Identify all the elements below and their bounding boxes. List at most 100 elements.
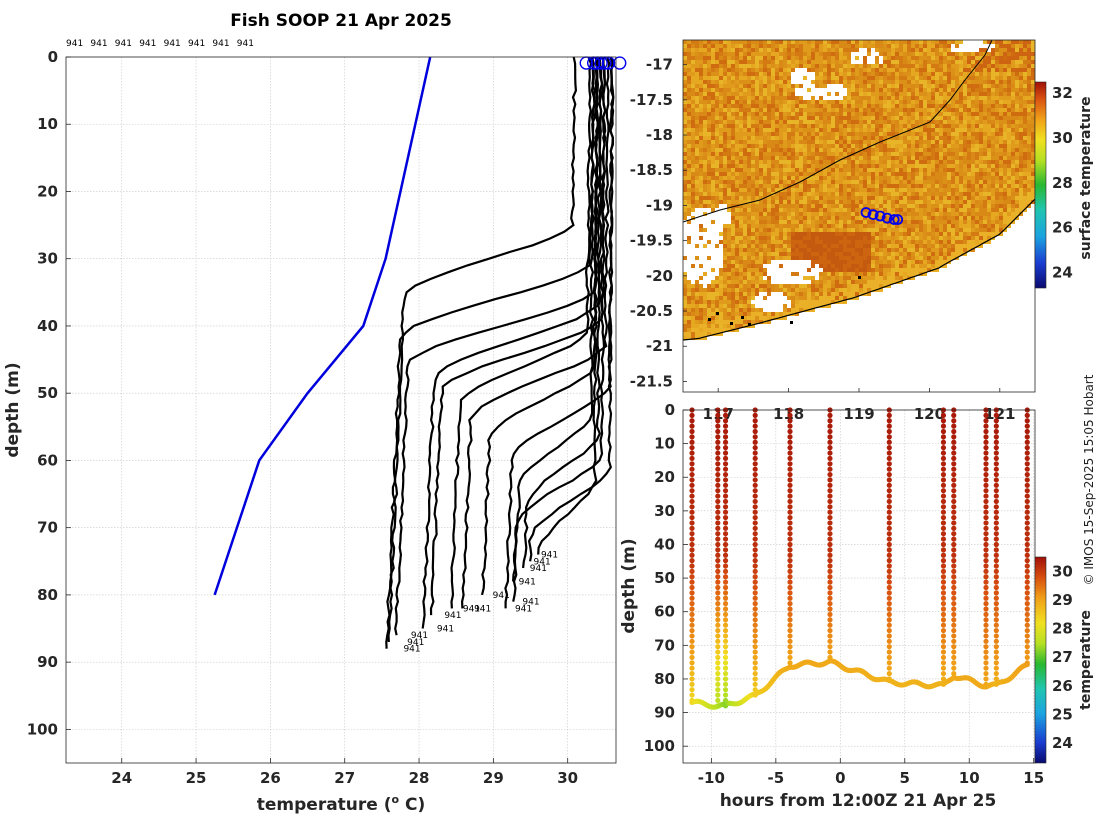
- sst-cell: [787, 152, 791, 156]
- sst-cell: [779, 172, 783, 176]
- sst-cell: [719, 332, 723, 336]
- sst-cell: [751, 92, 755, 96]
- sst-cell: [863, 248, 867, 252]
- sst-cell: [899, 108, 903, 112]
- sst-cell: [763, 96, 767, 100]
- sst-cell: [699, 296, 703, 300]
- sst-cell: [859, 180, 863, 184]
- sst-cell: [835, 168, 839, 172]
- sst-cell: [915, 68, 919, 72]
- sst-cell: [863, 252, 867, 256]
- sst-cell: [887, 48, 891, 52]
- sst-cell: [815, 108, 819, 112]
- sst-cell: [839, 72, 843, 76]
- sst-cell: [911, 84, 915, 88]
- sst-cell: [819, 180, 823, 184]
- sst-cell: [839, 196, 843, 200]
- sst-cell: [763, 164, 767, 168]
- sst-cell: [691, 296, 695, 300]
- sst-cell: [799, 240, 803, 244]
- sst-cell: [943, 228, 947, 232]
- sst-cell: [879, 260, 883, 264]
- sst-cell: [851, 40, 855, 44]
- sst-cell: [683, 200, 687, 204]
- sst-cell: [867, 228, 871, 232]
- sst-cell: [963, 104, 967, 108]
- sst-cell: [739, 208, 743, 212]
- sst-cell: [895, 196, 899, 200]
- sst-cell: [931, 188, 935, 192]
- sst-cell: [895, 108, 899, 112]
- sst-cell: [839, 152, 843, 156]
- sst-cell: [991, 72, 995, 76]
- sst-cell: [783, 164, 787, 168]
- sst-cell: [879, 148, 883, 152]
- sst-cell: [927, 192, 931, 196]
- sst-cell: [923, 176, 927, 180]
- sst-cell: [719, 52, 723, 56]
- sst-cell: [867, 72, 871, 76]
- sst-cell: [959, 232, 963, 236]
- profile-end-label: 941: [515, 604, 532, 614]
- sst-cell: [791, 116, 795, 120]
- sst-cell: [855, 192, 859, 196]
- sst-cell: [891, 80, 895, 84]
- sst-cell: [719, 188, 723, 192]
- sst-cell: [811, 200, 815, 204]
- sst-cell: [847, 236, 851, 240]
- sst-cell: [895, 132, 899, 136]
- sst-cell: [783, 196, 787, 200]
- sst-cell: [731, 108, 735, 112]
- sst-cell: [811, 216, 815, 220]
- sst-cell: [691, 44, 695, 48]
- sst-cell: [731, 300, 735, 304]
- sst-cell: [783, 184, 787, 188]
- profile-end-label: 941: [519, 577, 536, 587]
- sst-cell: [803, 208, 807, 212]
- sst-cell: [727, 124, 731, 128]
- sst-cell: [991, 112, 995, 116]
- sst-cell: [879, 204, 883, 208]
- sst-cell: [727, 156, 731, 160]
- sst-cell: [903, 88, 907, 92]
- sst-cell: [855, 168, 859, 172]
- sst-cell: [723, 316, 727, 320]
- sst-cell: [979, 168, 983, 172]
- sst-cell: [811, 276, 815, 280]
- sst-cell: [699, 44, 703, 48]
- sst-cell: [995, 152, 999, 156]
- sst-cell: [919, 120, 923, 124]
- sst-cell: [715, 108, 719, 112]
- sst-cell: [823, 300, 827, 304]
- sst-cell: [779, 44, 783, 48]
- sst-cell: [743, 228, 747, 232]
- sst-cell: [803, 252, 807, 256]
- sst-cell: [763, 204, 767, 208]
- sst-cell: [835, 284, 839, 288]
- sst-cell: [943, 52, 947, 56]
- sst-cell: [819, 252, 823, 256]
- sst-cell: [811, 172, 815, 176]
- sst-cell: [1003, 40, 1007, 44]
- sst-cell: [911, 168, 915, 172]
- sst-cell: [799, 44, 803, 48]
- sst-cell: [763, 108, 767, 112]
- sst-cell: [835, 148, 839, 152]
- sst-cell: [867, 260, 871, 264]
- sst-cell: [843, 220, 847, 224]
- sst-cell: [795, 112, 799, 116]
- sst-cell: [827, 120, 831, 124]
- sst-cell: [819, 204, 823, 208]
- sst-cell: [879, 276, 883, 280]
- sst-cell: [835, 288, 839, 292]
- sst-cell: [739, 260, 743, 264]
- sst-cell: [899, 44, 903, 48]
- sst-cell: [859, 168, 863, 172]
- sst-cell: [871, 172, 875, 176]
- sst-cell: [731, 164, 735, 168]
- sst-cell: [743, 156, 747, 160]
- sst-cell: [795, 284, 799, 288]
- sst-cell: [959, 64, 963, 68]
- sst-cell: [715, 192, 719, 196]
- sst-cell: [779, 48, 783, 52]
